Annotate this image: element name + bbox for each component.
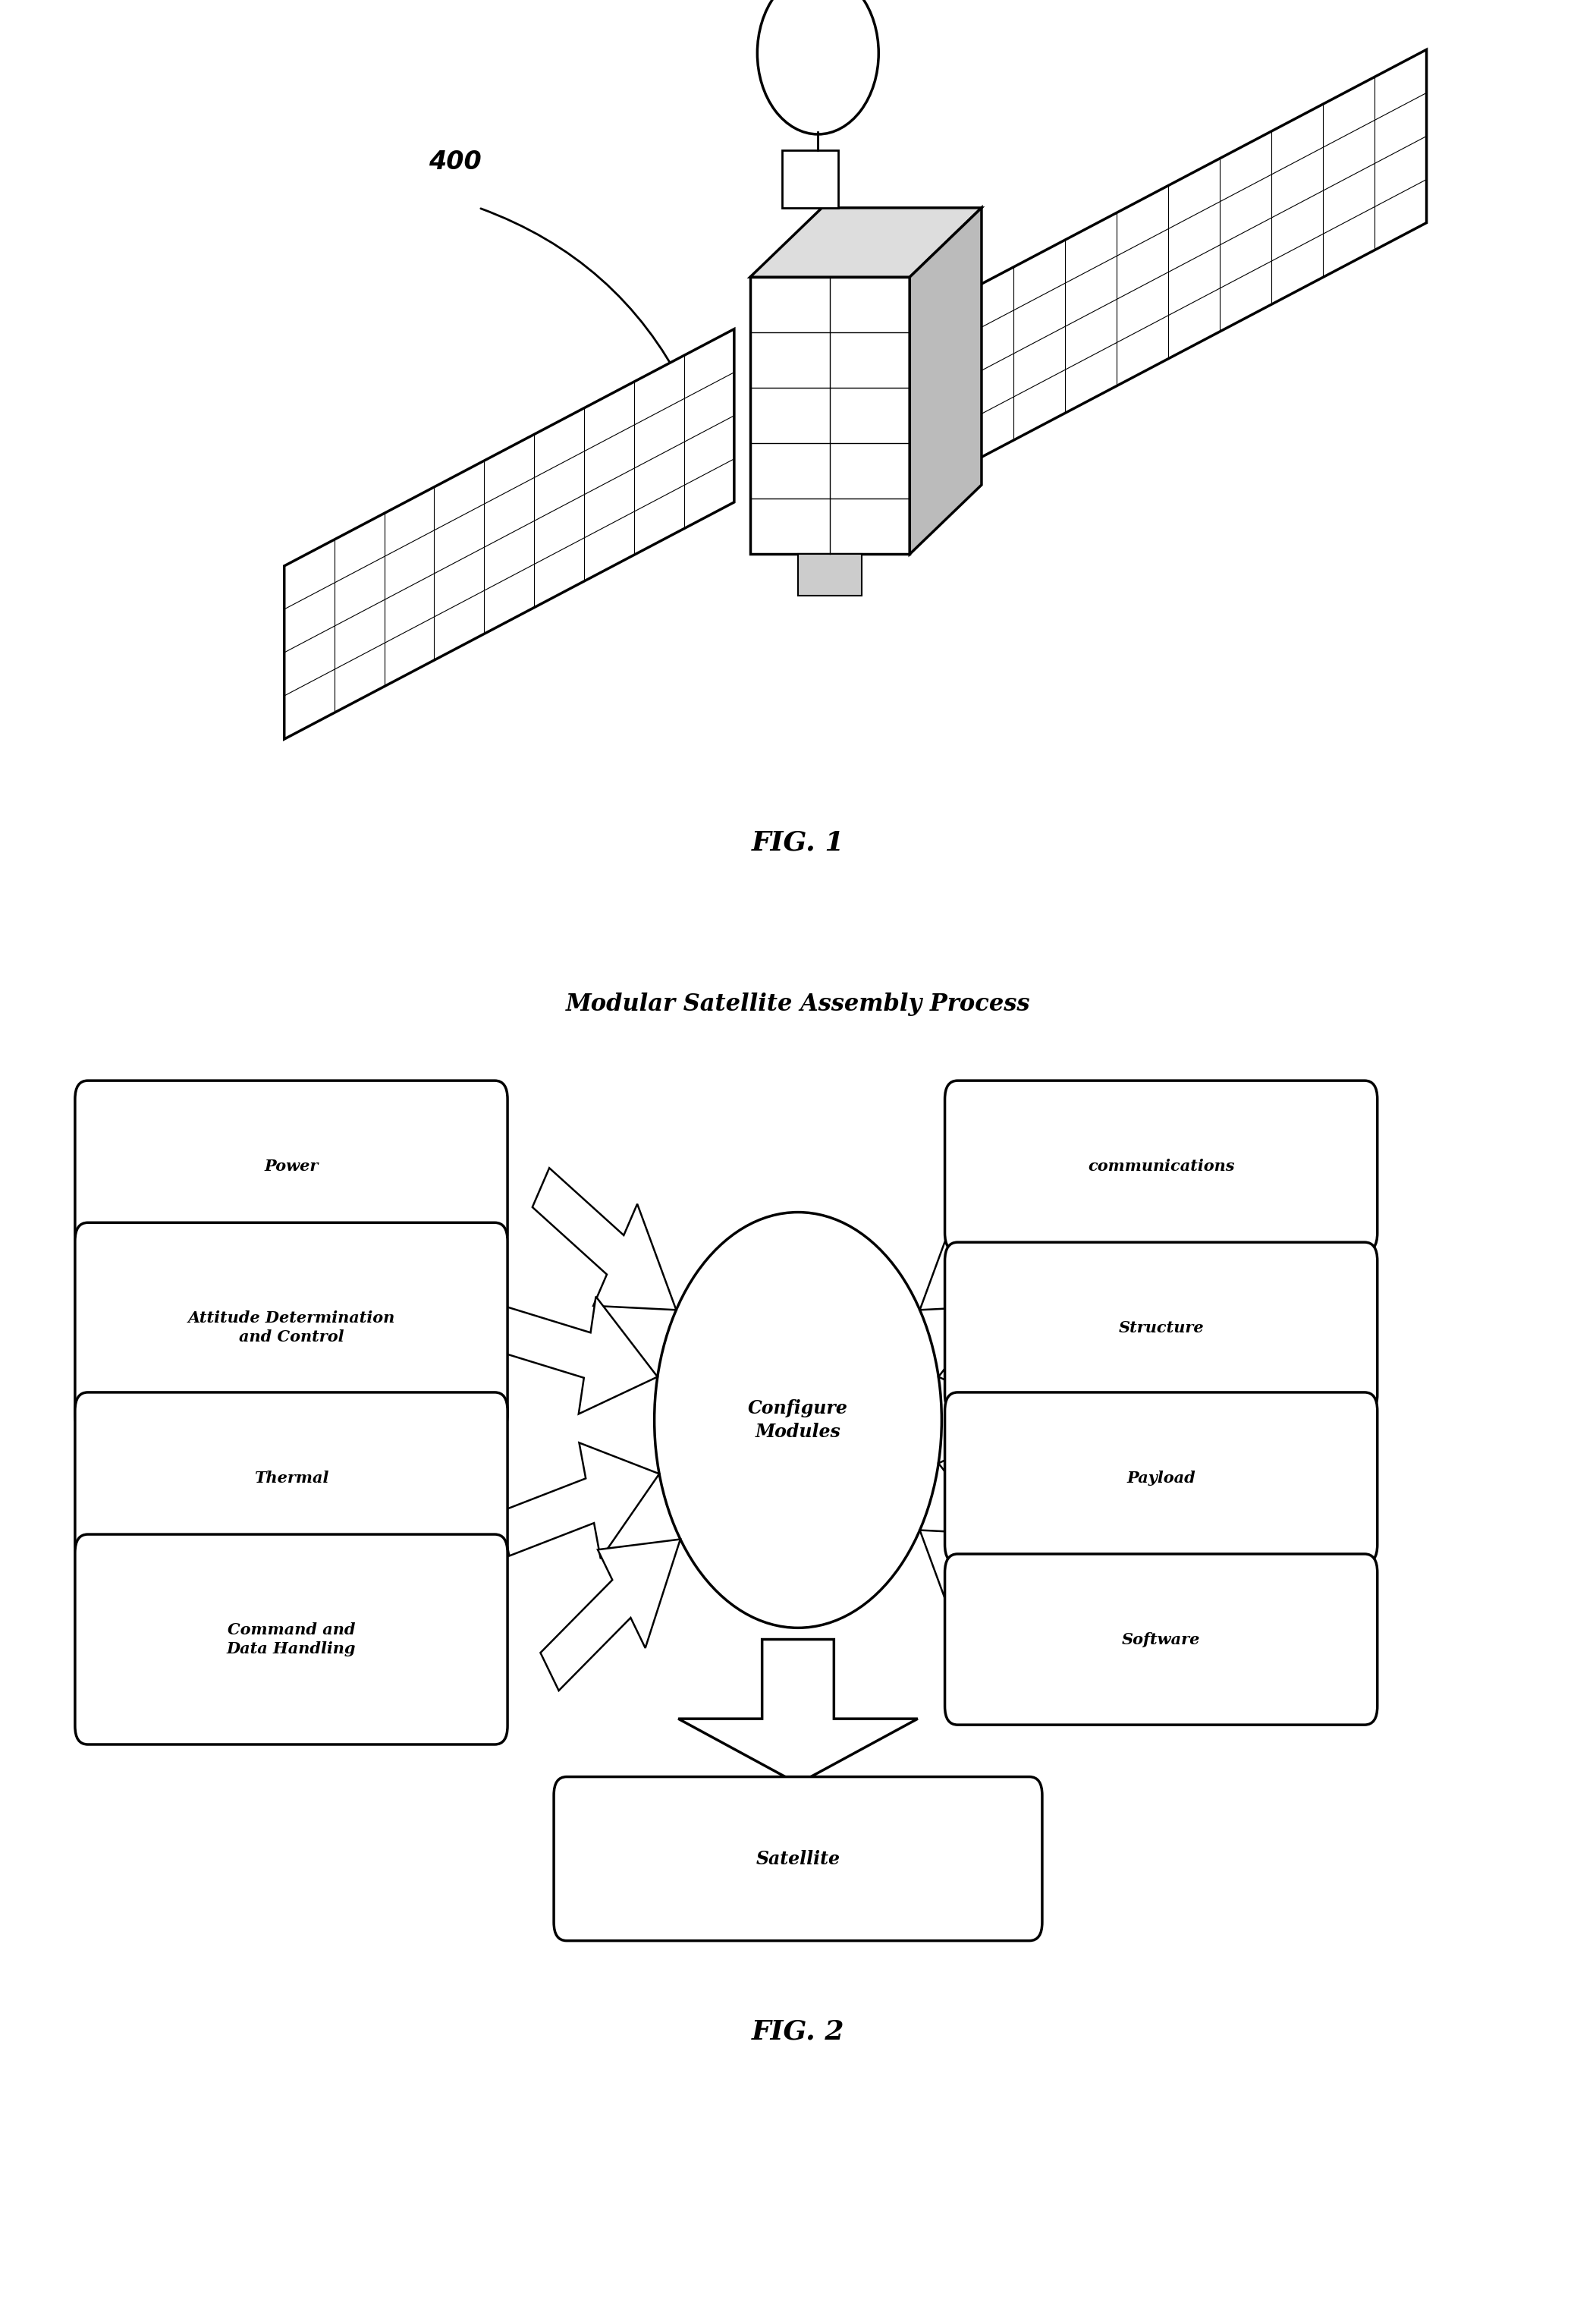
- FancyBboxPatch shape: [945, 1081, 1377, 1251]
- Polygon shape: [910, 208, 982, 554]
- Ellipse shape: [758, 0, 879, 134]
- Text: FIG. 2: FIG. 2: [752, 2018, 844, 2046]
- Polygon shape: [750, 208, 982, 277]
- FancyBboxPatch shape: [75, 1081, 508, 1251]
- Polygon shape: [498, 1298, 658, 1413]
- Polygon shape: [961, 48, 1427, 466]
- Circle shape: [654, 1212, 942, 1628]
- FancyBboxPatch shape: [75, 1533, 508, 1746]
- FancyBboxPatch shape: [945, 1554, 1377, 1725]
- Text: Payload: Payload: [1127, 1471, 1195, 1485]
- Text: Structure: Structure: [1119, 1321, 1203, 1335]
- Text: Command and
Data Handling: Command and Data Handling: [227, 1623, 356, 1656]
- FancyBboxPatch shape: [945, 1392, 1377, 1563]
- Text: Power: Power: [265, 1159, 318, 1173]
- Polygon shape: [798, 554, 862, 596]
- Polygon shape: [541, 1540, 680, 1690]
- Polygon shape: [919, 1168, 1063, 1309]
- Text: Modular Satellite Assembly Process: Modular Satellite Assembly Process: [565, 993, 1031, 1016]
- Text: Attitude Determination
and Control: Attitude Determination and Control: [188, 1312, 394, 1344]
- Text: Software: Software: [1122, 1632, 1200, 1646]
- Polygon shape: [533, 1168, 677, 1309]
- Text: Thermal: Thermal: [254, 1471, 329, 1485]
- FancyBboxPatch shape: [554, 1778, 1042, 1940]
- FancyBboxPatch shape: [75, 1221, 508, 1432]
- Polygon shape: [750, 277, 910, 554]
- Polygon shape: [919, 1531, 1063, 1672]
- Polygon shape: [782, 150, 838, 208]
- Polygon shape: [938, 1298, 1098, 1413]
- Polygon shape: [678, 1639, 918, 1783]
- Text: Satellite: Satellite: [757, 1850, 839, 1868]
- Text: communications: communications: [1088, 1159, 1234, 1173]
- Polygon shape: [284, 328, 734, 739]
- Text: FIG. 1: FIG. 1: [752, 829, 844, 857]
- FancyBboxPatch shape: [945, 1242, 1377, 1413]
- Text: Configure
Modules: Configure Modules: [749, 1399, 847, 1441]
- Polygon shape: [938, 1427, 1098, 1542]
- Text: 400: 400: [428, 150, 482, 173]
- FancyBboxPatch shape: [75, 1392, 508, 1563]
- Polygon shape: [501, 1443, 659, 1559]
